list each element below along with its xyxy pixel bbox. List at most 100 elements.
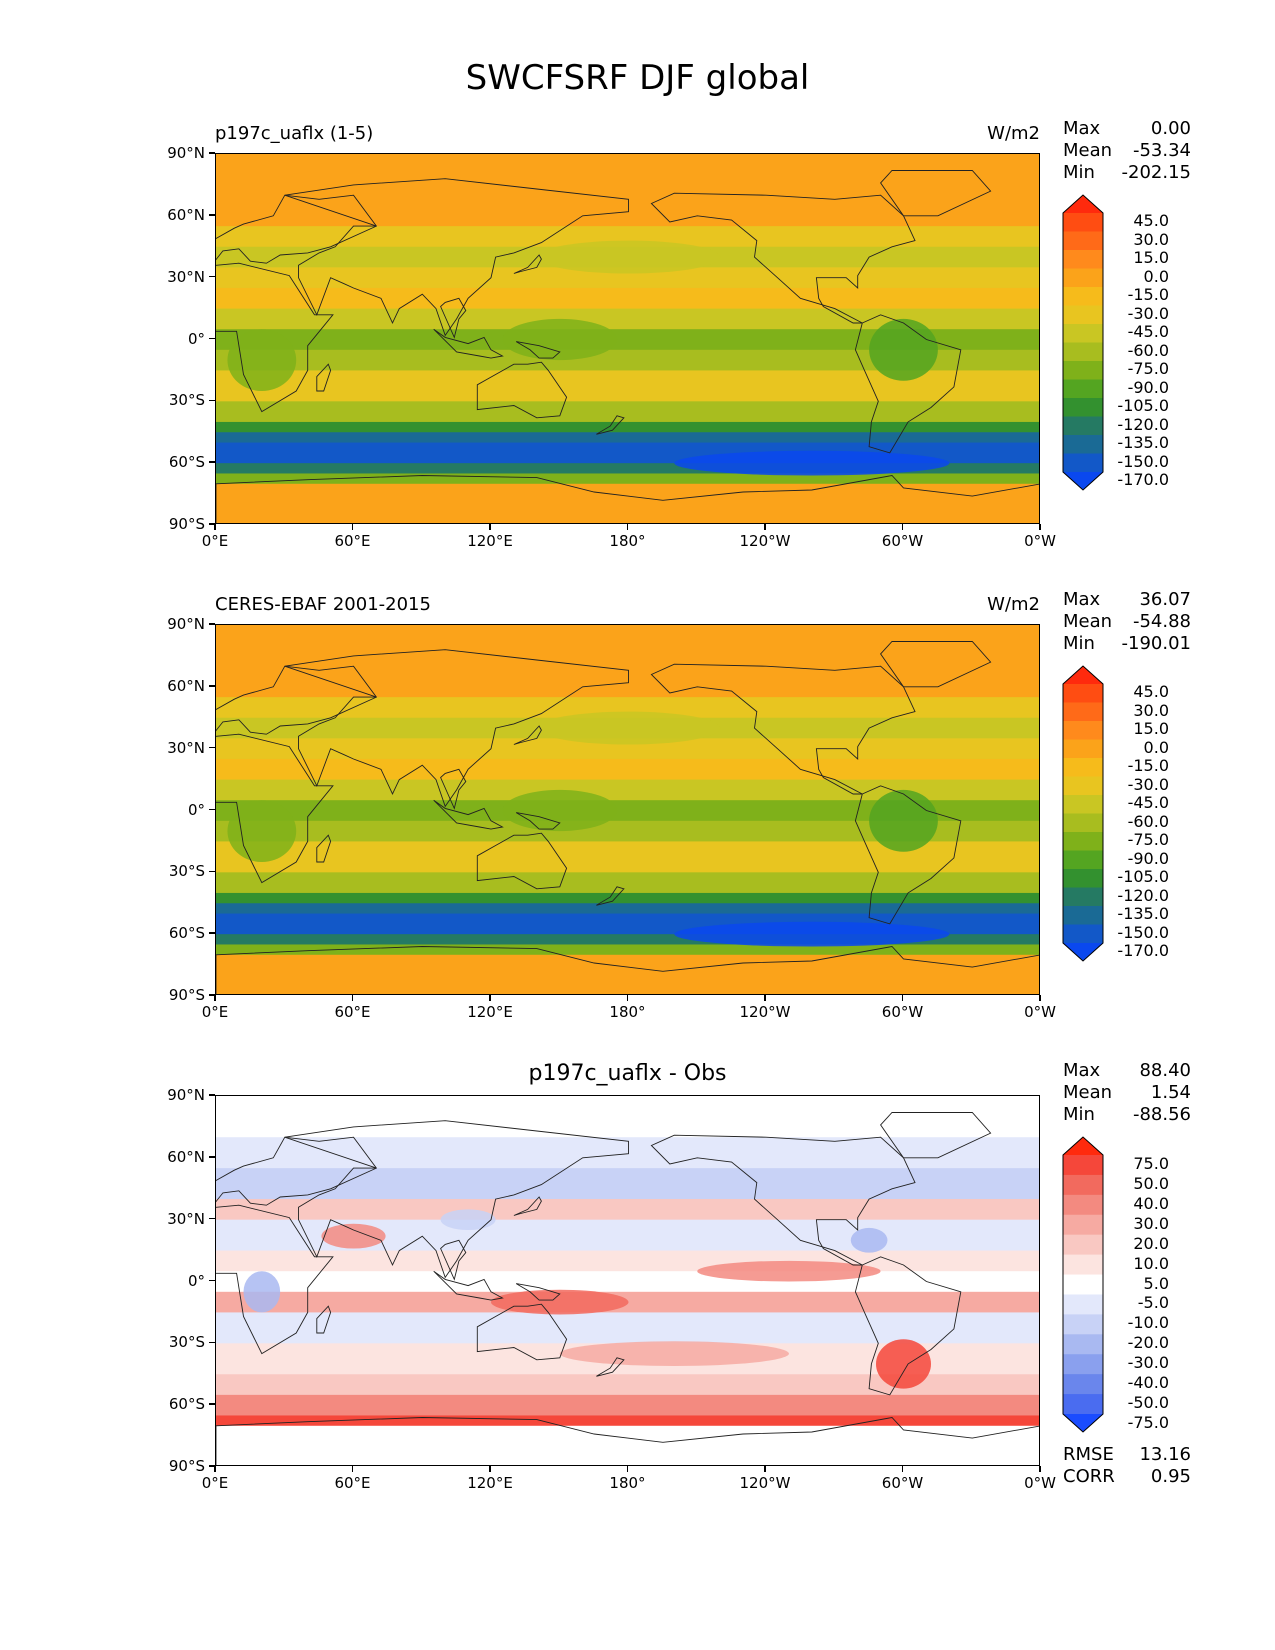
stat-mean: Mean -54.88 [1063, 611, 1191, 633]
colorbar-label: -90.0 [1127, 377, 1169, 397]
stat-rmse: RMSE 13.16 [1063, 1444, 1191, 1466]
coastline-png [515, 812, 561, 830]
stat-value: 0.00 [1150, 118, 1191, 139]
colorbar-label: -10.0 [1127, 1313, 1169, 1333]
y-tick-label: 60°S [168, 1395, 205, 1414]
colorbar-wrap [1061, 193, 1105, 496]
y-tick-mark [209, 1217, 215, 1220]
y-tick-label: 30°S [168, 862, 205, 881]
y-tick-label: 30°N [167, 738, 205, 757]
coastline-africa [216, 262, 334, 413]
coastline-samer [854, 314, 962, 454]
stat-max: Max 88.40 [1063, 1060, 1191, 1082]
coastline-madagascar [316, 1305, 332, 1334]
field-feature [227, 329, 297, 392]
map-field [216, 1096, 1039, 1465]
y-tick-label: 90°S [168, 515, 205, 533]
field-band [216, 954, 1039, 994]
colorbar-segment [1063, 1254, 1103, 1276]
colorbar-segment [1063, 324, 1103, 343]
colorbar-segment [1063, 1234, 1103, 1256]
coastline-india_se [440, 1239, 467, 1281]
coastline-antarctica [216, 475, 1039, 523]
map-panel [215, 1095, 1040, 1466]
colorbar-segment [1063, 305, 1103, 325]
field-band [216, 1415, 1039, 1427]
y-tick-mark [209, 685, 215, 687]
coastline-greenland [880, 641, 992, 688]
stat-max: Max 36.07 [1063, 589, 1191, 611]
field-band [216, 432, 1039, 444]
coastline-namer [650, 1134, 916, 1266]
stat-label: Min [1063, 162, 1095, 183]
y-tick-mark [209, 1156, 215, 1158]
colorbar-outline [1062, 665, 1104, 962]
y-tick-label: 0° [187, 329, 205, 348]
x-tick-mark [214, 995, 216, 1001]
stat-value: -54.88 [1132, 611, 1191, 632]
map-field [216, 625, 1039, 994]
colorbar-label: -135.0 [1117, 904, 1169, 924]
stat-value: -190.01 [1121, 633, 1191, 654]
colorbar-segment [1063, 906, 1103, 925]
colorbar-segment [1063, 342, 1103, 362]
field-band [216, 1394, 1039, 1416]
field-feature [674, 450, 950, 476]
field-feature [697, 1260, 881, 1282]
x-tick-label: 0°W [1024, 532, 1056, 550]
colorbar-label: -90.0 [1127, 848, 1169, 868]
stat-label: Max [1063, 589, 1101, 610]
colorbar-label: 30.0 [1133, 229, 1169, 249]
colorbar-extend-bottom [1063, 1414, 1103, 1432]
x-tick-label: 0°W [1024, 1474, 1056, 1492]
field-band [216, 483, 1039, 523]
x-tick-mark [351, 1466, 354, 1472]
coastline-nz [596, 415, 625, 435]
colorbar-segment [1063, 1174, 1103, 1196]
coastline-nz [596, 886, 625, 906]
y-tick-mark [209, 1094, 215, 1096]
x-tick-label: 60°E [334, 1003, 371, 1021]
colorbar-segment [1063, 1155, 1103, 1176]
field-band [216, 1168, 1039, 1200]
coastline-samer [854, 785, 962, 925]
field-band [216, 401, 1039, 423]
field-band [216, 463, 1039, 474]
colorbar-label: -150.0 [1117, 922, 1169, 942]
colorbar-segment [1063, 1334, 1103, 1355]
panel-center-title: p197c_uaflx - Obs [528, 1061, 727, 1086]
coastline-africa [216, 1204, 334, 1355]
y-tick-label: 90°S [168, 986, 205, 1004]
colorbar-segment [1063, 758, 1103, 777]
field-band [216, 184, 1039, 227]
colorbar-segment [1063, 287, 1103, 306]
coastline-indonesia [433, 328, 504, 359]
colorbar-wrap [1061, 664, 1105, 967]
map-field [216, 154, 1039, 523]
stat-label: Max [1063, 118, 1101, 139]
colorbar-label: 20.0 [1133, 1233, 1169, 1253]
y-tick-label: 60°N [167, 205, 205, 224]
coastline-india_se [440, 297, 467, 339]
field-band [216, 1199, 1039, 1221]
colorbar-label: 40.0 [1133, 1193, 1169, 1213]
colorbar-segment [1063, 1394, 1103, 1415]
colorbar-segment [1063, 231, 1103, 251]
colorbar-segment [1063, 1274, 1103, 1295]
colorbar-label: -30.0 [1127, 303, 1169, 323]
stats-block: Max 88.40 Mean 1.54 Min -88.56 [1063, 1060, 1191, 1126]
colorbar-extend-top [1063, 666, 1103, 684]
coastline-australia [476, 1303, 568, 1361]
y-tick-mark [209, 1341, 215, 1344]
colorbar-label: 30.0 [1133, 700, 1169, 720]
panel-units: W/m2 [987, 123, 1040, 144]
colorbar-label: 10.0 [1133, 1253, 1169, 1273]
colorbar-label: 0.0 [1143, 737, 1169, 757]
colorbar-label: -135.0 [1117, 433, 1169, 453]
colorbar [1062, 665, 1104, 962]
y-tick-label: 0° [187, 1271, 205, 1290]
colorbar-label: -15.0 [1127, 756, 1169, 776]
coastline-antarctica [216, 1417, 1039, 1465]
coastline-png [515, 341, 561, 359]
field-band [216, 1425, 1039, 1465]
